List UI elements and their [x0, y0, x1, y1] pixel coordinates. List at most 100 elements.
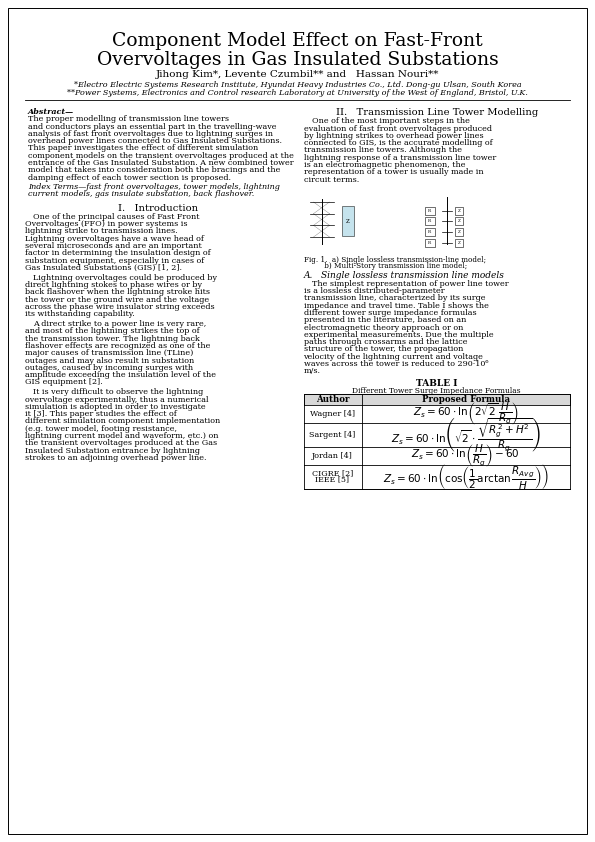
Text: evaluation of fast front overvoltages produced: evaluation of fast front overvoltages pr… [303, 125, 491, 132]
Bar [455, 228, 463, 237]
Text: Different Tower Surge Impedance Formulas: Different Tower Surge Impedance Formulas [352, 386, 521, 395]
Text: Lightning overvoltages could be produced by: Lightning overvoltages could be produced… [33, 274, 217, 282]
Text: current models, gas insulate substation, back flashover.: current models, gas insulate substation,… [28, 190, 254, 199]
Bar [455, 239, 463, 247]
Bar [303, 447, 570, 465]
Text: Insulated Substation entrance by lightning: Insulated Substation entrance by lightni… [25, 447, 200, 455]
Text: transmission line towers. Although the: transmission line towers. Although the [303, 147, 462, 154]
Bar [425, 217, 435, 226]
Bar [425, 228, 435, 237]
Bar [455, 207, 463, 215]
Bar [455, 217, 463, 226]
Text: Jordan [4]: Jordan [4] [312, 451, 353, 460]
Text: **Power Systems, Electronics and Control research Laboratory at University of th: **Power Systems, Electronics and Control… [67, 89, 528, 97]
Bar [342, 206, 353, 237]
Text: R: R [428, 230, 431, 234]
Text: outages and may also result in substation: outages and may also result in substatio… [25, 357, 194, 365]
Text: velocity of the lightning current and voltage: velocity of the lightning current and vo… [303, 353, 483, 361]
Text: component models on the transient overvoltages produced at the: component models on the transient overvo… [28, 152, 294, 160]
Text: R: R [428, 209, 431, 213]
Text: structure of the tower, the propagation: structure of the tower, the propagation [303, 345, 463, 354]
Text: the tower or the ground wire and the voltage: the tower or the ground wire and the vol… [25, 296, 209, 304]
Text: and most of the lightning strikes the top of: and most of the lightning strikes the to… [25, 328, 200, 335]
Text: One of the principal causes of Fast Front: One of the principal causes of Fast Fron… [33, 213, 199, 221]
Text: simulation is adopted in order to investigate: simulation is adopted in order to invest… [25, 403, 206, 411]
Text: the transmission tower. The lightning back: the transmission tower. The lightning ba… [25, 335, 200, 343]
Text: lightning strike to transmission lines.: lightning strike to transmission lines. [25, 227, 178, 236]
Text: II.   Transmission Line Tower Modelling: II. Transmission Line Tower Modelling [336, 108, 538, 117]
Text: lightning current model and waveform, etc.) on: lightning current model and waveform, et… [25, 432, 218, 440]
Text: several microseconds and are an important: several microseconds and are an importan… [25, 242, 202, 250]
Text: Jihong Kim*, Levente Czumbil** and   Hassan Nouri**: Jihong Kim*, Levente Czumbil** and Hassa… [156, 70, 439, 79]
Text: by lightning strikes to overhead power lines: by lightning strikes to overhead power l… [303, 132, 483, 140]
Text: Sargent [4]: Sargent [4] [309, 431, 356, 439]
Bar [425, 239, 435, 247]
Text: *Electro Electric Systems Research Institute, Hyundai Heavy Industries Co., Ltd.: *Electro Electric Systems Research Insti… [74, 81, 521, 89]
Text: (e.g. tower model, footing resistance,: (e.g. tower model, footing resistance, [25, 425, 177, 433]
Text: it [3]. This paper studies the effect of: it [3]. This paper studies the effect of [25, 410, 177, 418]
Bar [425, 207, 435, 215]
Bar [303, 186, 570, 254]
Text: Overvoltages (FFO) in power systems is: Overvoltages (FFO) in power systems is [25, 221, 187, 228]
Text: factor in determining the insulation design of: factor in determining the insulation des… [25, 249, 211, 258]
Text: different tower surge impedance formulas: different tower surge impedance formulas [303, 309, 476, 317]
Text: I.   Introduction: I. Introduction [118, 204, 198, 212]
Text: The simplest representation of power line tower: The simplest representation of power lin… [312, 280, 508, 288]
Text: flashover effects are recognized as one of the: flashover effects are recognized as one … [25, 342, 211, 350]
Text: overhead power lines connected to Gas Insulated Substations.: overhead power lines connected to Gas In… [28, 137, 282, 145]
Bar [303, 394, 570, 405]
Text: $Z_s = 60 \cdot \ln\!\left(\dfrac{H}{R_g}\right) - 60$: $Z_s = 60 \cdot \ln\!\left(\dfrac{H}{R_g… [411, 443, 520, 469]
Text: R: R [428, 241, 431, 245]
Text: across the phase wire insulator string exceeds: across the phase wire insulator string e… [25, 303, 215, 311]
Text: the transient overvoltages produced at the Gas: the transient overvoltages produced at t… [25, 440, 217, 447]
Text: experimental measurements. Due the multiple: experimental measurements. Due the multi… [303, 331, 493, 338]
Text: is an electromagnetic phenomenon, the: is an electromagnetic phenomenon, the [303, 161, 465, 169]
Text: Abstract—: Abstract— [28, 108, 74, 116]
Text: Gas Insulated Substations (GIS) [1, 2].: Gas Insulated Substations (GIS) [1, 2]. [25, 264, 182, 272]
Text: amplitude exceeding the insulation level of the: amplitude exceeding the insulation level… [25, 371, 216, 379]
Text: entrance of the Gas Insulated Substation. A new combined tower: entrance of the Gas Insulated Substation… [28, 159, 293, 167]
Text: representation of a tower is usually made in: representation of a tower is usually mad… [303, 168, 483, 177]
Text: damping effect of each tower section is proposed.: damping effect of each tower section is … [28, 173, 231, 182]
Text: A direct strike to a power line is very rare,: A direct strike to a power line is very … [33, 320, 206, 328]
Text: It is very difficult to observe the lightning: It is very difficult to observe the ligh… [33, 388, 203, 397]
Text: back flashover when the lightning stroke hits: back flashover when the lightning stroke… [25, 289, 210, 296]
Text: presented in the literature, based on an: presented in the literature, based on an [303, 317, 466, 324]
Text: Fig. 1.  a) Single lossless transmission-line model;: Fig. 1. a) Single lossless transmission-… [303, 256, 486, 264]
Text: connected to GIS, is the accurate modelling of: connected to GIS, is the accurate modell… [303, 139, 492, 147]
Text: analysis of fast front overvoltages due to lightning surges in: analysis of fast front overvoltages due … [28, 130, 273, 138]
Text: CIGRE [2]: CIGRE [2] [312, 470, 353, 477]
Text: One of the most important steps in the: One of the most important steps in the [312, 117, 469, 125]
Text: Z: Z [458, 209, 460, 213]
Bar [303, 423, 570, 447]
Text: impedance and travel time. Table I shows the: impedance and travel time. Table I shows… [303, 301, 488, 310]
Text: and conductors plays an essential part in the travelling-wave: and conductors plays an essential part i… [28, 123, 277, 131]
Text: transmission line, characterized by its surge: transmission line, characterized by its … [303, 295, 485, 302]
Text: electromagnetic theory approach or on: electromagnetic theory approach or on [303, 323, 463, 332]
Text: circuit terms.: circuit terms. [303, 176, 359, 184]
Text: strokes to an adjoining overhead power line.: strokes to an adjoining overhead power l… [25, 454, 206, 462]
Text: $Z_s = 60 \cdot \ln\!\left(2\sqrt{2}\,\dfrac{H}{R_g}\right)$: $Z_s = 60 \cdot \ln\!\left(2\sqrt{2}\,\d… [413, 401, 519, 427]
Text: m/s.: m/s. [303, 367, 321, 376]
Text: TABLE I: TABLE I [416, 379, 458, 387]
Text: $Z_s = 60 \cdot \ln\!\left(\sqrt{2}\cdot\dfrac{\sqrt{R_g^{\,2}+H^2}}{R_g}\right): $Z_s = 60 \cdot \ln\!\left(\sqrt{2}\cdot… [391, 416, 541, 454]
Text: its withstanding capability.: its withstanding capability. [25, 311, 134, 318]
Text: Author: Author [316, 395, 349, 403]
Bar [303, 405, 570, 423]
Text: waves across the tower is reduced to 290·10⁶: waves across the tower is reduced to 290… [303, 360, 488, 368]
Text: $Z_s = 60 \cdot \ln\!\left(\cos\!\left(\dfrac{1}{2}\arctan\dfrac{R_{Avg}}{H}\rig: $Z_s = 60 \cdot \ln\!\left(\cos\!\left(\… [383, 462, 549, 491]
Text: Z: Z [346, 219, 349, 224]
Text: Component Model Effect on Fast-Front: Component Model Effect on Fast-Front [112, 32, 483, 50]
Text: outages, caused by incoming surges with: outages, caused by incoming surges with [25, 364, 193, 372]
Text: This paper investigates the effect of different simulation: This paper investigates the effect of di… [28, 145, 258, 152]
Text: direct lightning stokes to phase wires or by: direct lightning stokes to phase wires o… [25, 281, 202, 289]
Text: b) Multi-Story transmission line model;: b) Multi-Story transmission line model; [303, 263, 466, 270]
Text: lightning response of a transmission line tower: lightning response of a transmission lin… [303, 154, 496, 162]
Text: paths through crossarms and the lattice: paths through crossarms and the lattice [303, 338, 467, 346]
Text: Z: Z [458, 230, 460, 234]
Text: GIS equipment [2].: GIS equipment [2]. [25, 379, 103, 386]
Text: different simulation component implementation: different simulation component implement… [25, 418, 220, 425]
Text: Lightning overvoltages have a wave head of: Lightning overvoltages have a wave head … [25, 235, 204, 242]
Text: overvoltage experimentally, thus a numerical: overvoltage experimentally, thus a numer… [25, 396, 208, 403]
Bar [303, 465, 570, 488]
